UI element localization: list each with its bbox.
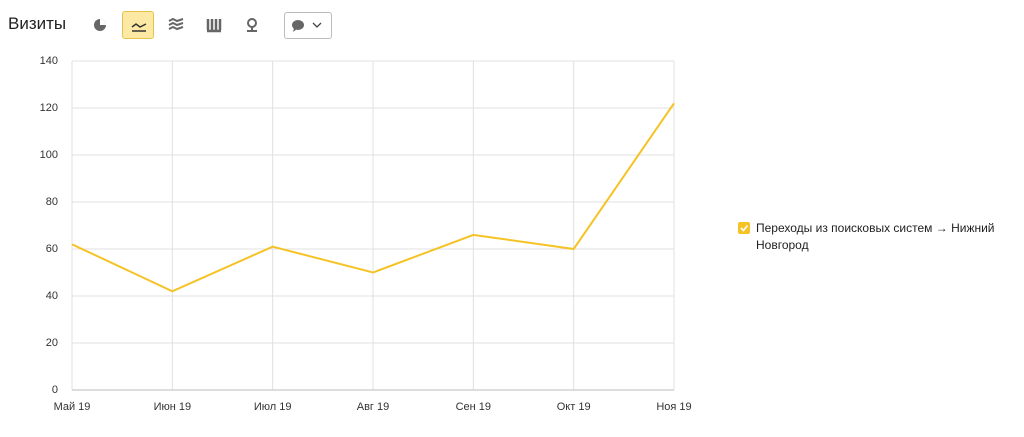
chart: 0 20 40 60 80 100 120 140 Май 19 Июн 19 Июл 19 Авг … bbox=[40, 55, 692, 413]
x-tick-label: Июл 19 bbox=[254, 401, 292, 413]
y-tick-label: 120 bbox=[40, 102, 58, 114]
pie-button[interactable] bbox=[84, 11, 116, 39]
y-tick-label: 100 bbox=[40, 149, 58, 161]
bar-button[interactable] bbox=[198, 11, 230, 39]
x-tick-label: Окт 19 bbox=[557, 401, 591, 413]
x-tick-label: Сен 19 bbox=[456, 401, 491, 413]
series-line bbox=[71, 102, 675, 293]
y-tick-label: 80 bbox=[46, 196, 58, 208]
y-tick-label: 40 bbox=[46, 290, 58, 302]
area-button[interactable] bbox=[160, 11, 192, 39]
y-tick-label: 140 bbox=[40, 55, 58, 67]
legend-item[interactable]: Переходы из поисковых систем → Нижний Но… bbox=[738, 220, 1023, 254]
legend-checkbox[interactable] bbox=[738, 222, 750, 234]
line-button[interactable] bbox=[122, 11, 154, 39]
map-button[interactable] bbox=[236, 11, 268, 39]
x-tick-label: Май 19 bbox=[54, 401, 91, 413]
y-tick-label: 0 bbox=[52, 384, 58, 396]
chart-title: Визиты bbox=[8, 14, 67, 33]
legend-label: Переходы из поисковых систем → Нижний Но… bbox=[756, 221, 995, 252]
x-tick-label: Авг 19 bbox=[357, 401, 389, 413]
y-tick-label: 60 bbox=[46, 243, 58, 255]
x-tick-label: Ноя 19 bbox=[656, 401, 691, 413]
y-tick-label: 20 bbox=[46, 337, 58, 349]
x-tick-label: Июн 19 bbox=[154, 401, 192, 413]
comments-dropdown[interactable] bbox=[284, 12, 332, 39]
legend: Переходы из поисковых систем → Нижний Но… bbox=[738, 220, 1023, 254]
